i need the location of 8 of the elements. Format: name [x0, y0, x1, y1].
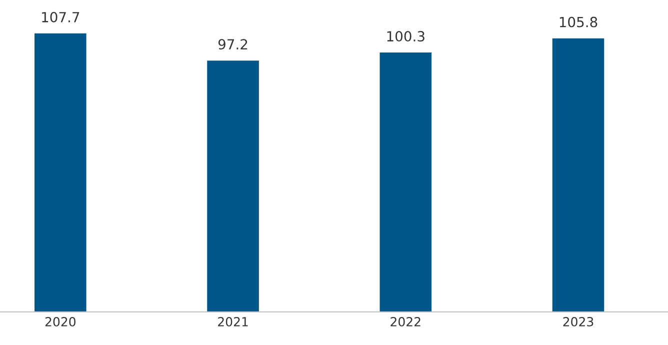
data-label: 105.8 [560, 16, 598, 28]
x-tick-label: 2023 [563, 316, 594, 326]
data-label: 97.2 [218, 39, 248, 50]
x-tick-label: 2022 [390, 316, 420, 326]
data-label: 100.3 [387, 31, 424, 42]
data-label: 107.7 [42, 12, 80, 22]
x-tick-label: 2021 [218, 316, 248, 326]
x-tick-label: 2020 [45, 316, 76, 326]
